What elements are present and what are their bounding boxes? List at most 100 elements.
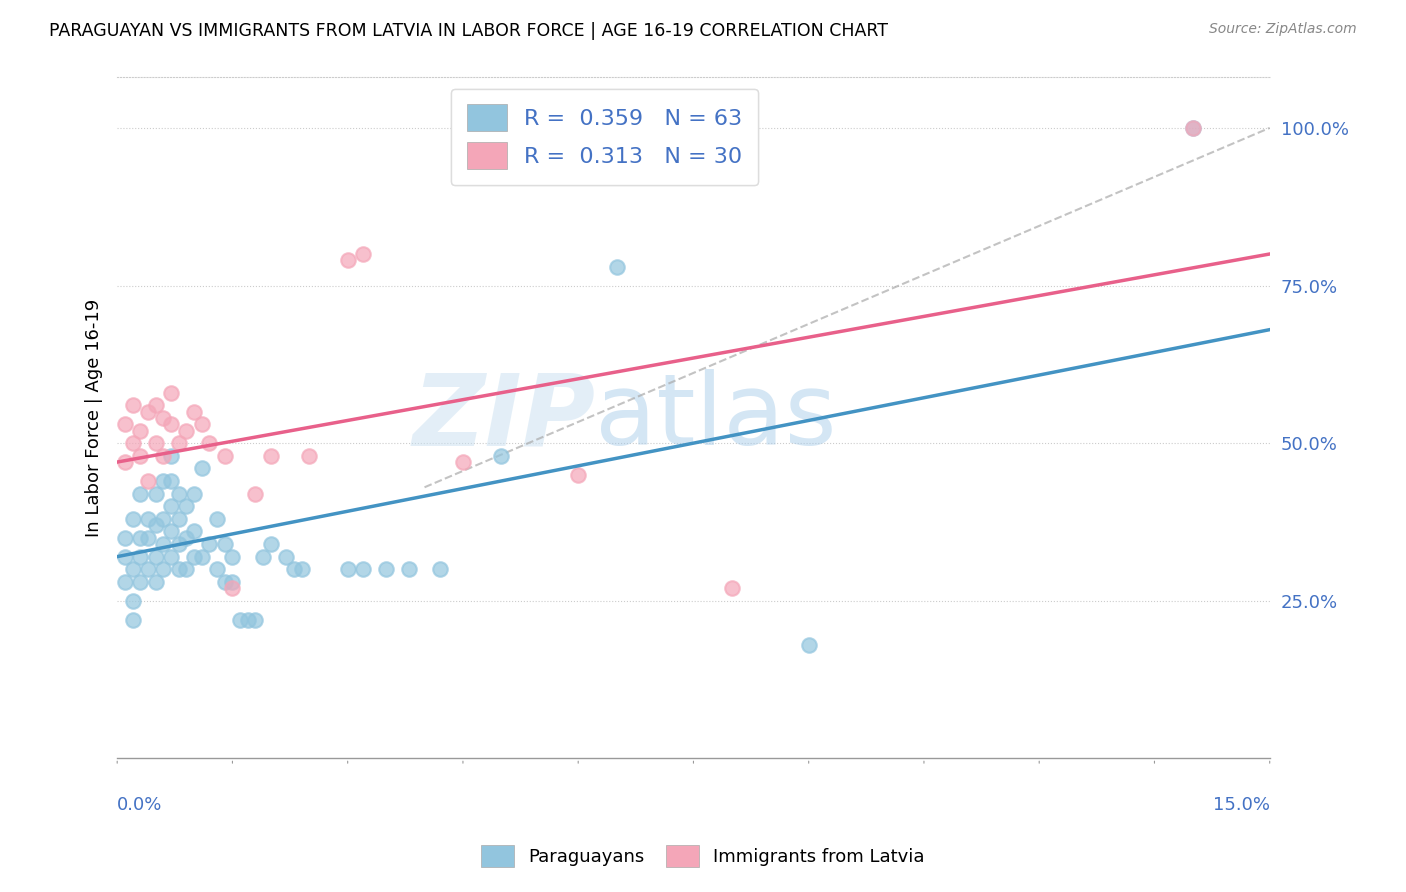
- Point: [160, 417, 183, 432]
- Point: [129, 574, 152, 589]
- Point: [152, 512, 174, 526]
- Point: [229, 613, 252, 627]
- Y-axis label: In Labor Force | Age 16-19: In Labor Force | Age 16-19: [86, 299, 103, 537]
- Point: [114, 455, 136, 469]
- Point: [176, 531, 198, 545]
- Point: [160, 524, 183, 539]
- Point: [245, 486, 267, 500]
- Point: [606, 260, 628, 274]
- Point: [198, 537, 221, 551]
- Point: [298, 449, 321, 463]
- Point: [114, 417, 136, 432]
- Point: [145, 549, 167, 564]
- Point: [183, 524, 205, 539]
- Point: [121, 594, 143, 608]
- Point: [183, 549, 205, 564]
- Point: [145, 518, 167, 533]
- Point: [260, 537, 283, 551]
- Point: [183, 486, 205, 500]
- Point: [145, 486, 167, 500]
- Point: [160, 449, 183, 463]
- Point: [129, 531, 152, 545]
- Text: Source: ZipAtlas.com: Source: ZipAtlas.com: [1209, 22, 1357, 37]
- Point: [221, 549, 243, 564]
- Point: [429, 562, 451, 576]
- Point: [797, 638, 820, 652]
- Point: [451, 455, 474, 469]
- Point: [721, 581, 744, 595]
- Point: [129, 424, 152, 438]
- Point: [167, 436, 190, 450]
- Point: [121, 512, 143, 526]
- Point: [398, 562, 420, 576]
- Text: atlas: atlas: [596, 369, 837, 467]
- Point: [198, 436, 221, 450]
- Point: [136, 474, 159, 488]
- Point: [145, 574, 167, 589]
- Point: [129, 486, 152, 500]
- Point: [375, 562, 398, 576]
- Point: [160, 474, 183, 488]
- Point: [121, 398, 143, 412]
- Point: [221, 574, 243, 589]
- Point: [114, 531, 136, 545]
- Point: [129, 449, 152, 463]
- Point: [121, 613, 143, 627]
- Point: [176, 562, 198, 576]
- Point: [152, 474, 174, 488]
- Point: [160, 549, 183, 564]
- Point: [252, 549, 274, 564]
- Point: [221, 581, 243, 595]
- Point: [352, 562, 374, 576]
- Point: [276, 549, 298, 564]
- Point: [283, 562, 305, 576]
- Point: [152, 411, 174, 425]
- Point: [167, 486, 190, 500]
- Point: [152, 537, 174, 551]
- Point: [567, 467, 589, 482]
- Text: 15.0%: 15.0%: [1213, 797, 1270, 814]
- Point: [190, 461, 212, 475]
- Point: [491, 449, 513, 463]
- Point: [190, 417, 212, 432]
- Point: [121, 562, 143, 576]
- Point: [205, 562, 228, 576]
- Text: ZIP: ZIP: [412, 369, 596, 467]
- Point: [152, 449, 174, 463]
- Text: 0.0%: 0.0%: [117, 797, 163, 814]
- Point: [136, 531, 159, 545]
- Point: [214, 449, 236, 463]
- Point: [114, 549, 136, 564]
- Point: [160, 385, 183, 400]
- Point: [136, 562, 159, 576]
- Point: [352, 247, 374, 261]
- Point: [145, 436, 167, 450]
- Point: [1181, 120, 1204, 135]
- Point: [1181, 120, 1204, 135]
- Point: [214, 574, 236, 589]
- Point: [205, 512, 228, 526]
- Legend: Paraguayans, Immigrants from Latvia: Paraguayans, Immigrants from Latvia: [474, 838, 932, 874]
- Point: [176, 499, 198, 513]
- Point: [245, 613, 267, 627]
- Point: [176, 424, 198, 438]
- Point: [160, 499, 183, 513]
- Point: [236, 613, 259, 627]
- Point: [129, 549, 152, 564]
- Point: [167, 537, 190, 551]
- Point: [167, 562, 190, 576]
- Point: [336, 562, 359, 576]
- Point: [114, 574, 136, 589]
- Point: [260, 449, 283, 463]
- Point: [136, 404, 159, 418]
- Point: [214, 537, 236, 551]
- Point: [121, 436, 143, 450]
- Point: [136, 512, 159, 526]
- Point: [336, 253, 359, 268]
- Point: [152, 562, 174, 576]
- Legend: R =  0.359   N = 63, R =  0.313   N = 30: R = 0.359 N = 63, R = 0.313 N = 30: [451, 88, 758, 185]
- Point: [167, 512, 190, 526]
- Point: [145, 398, 167, 412]
- Point: [291, 562, 314, 576]
- Point: [183, 404, 205, 418]
